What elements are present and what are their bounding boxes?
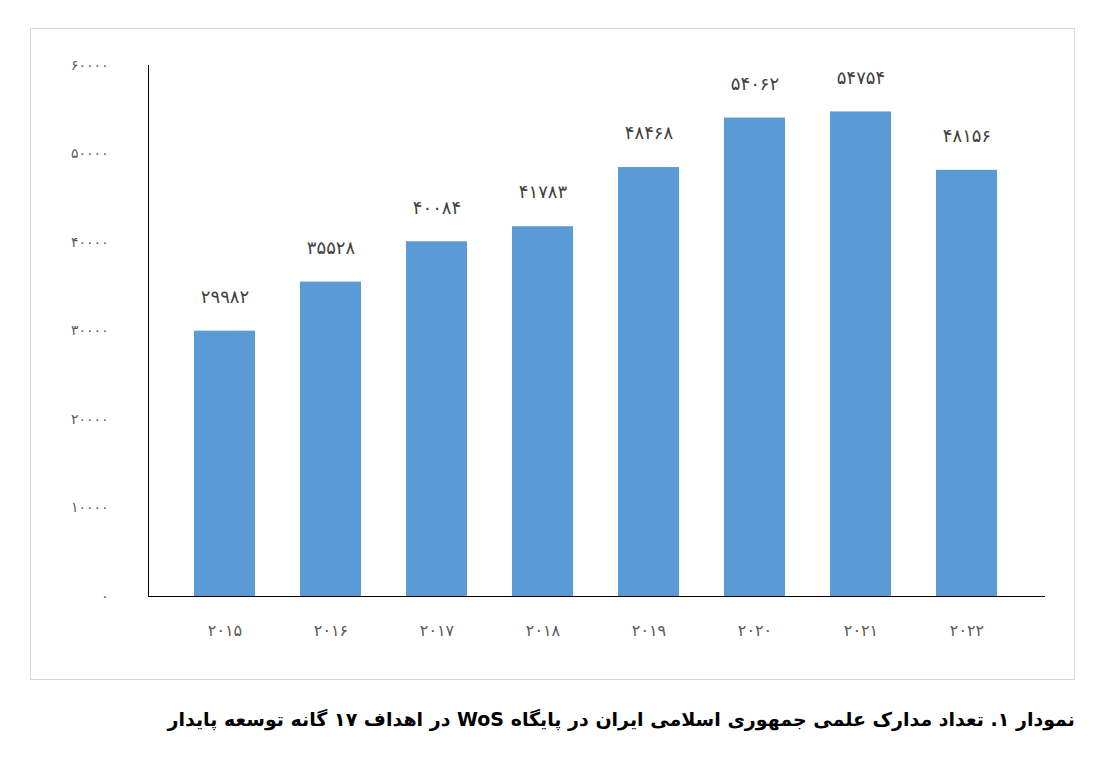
svg-text:۴۸۱۵۶: ۴۸۱۵۶ [943,125,991,146]
svg-text:۲۰۲۱: ۲۰۲۱ [844,621,878,640]
svg-text:۴۱۷۸۳: ۴۱۷۸۳ [519,181,568,202]
svg-text:۴۰۰۰۰: ۴۰۰۰۰ [71,234,109,250]
svg-text:۳۵۵۲۸: ۳۵۵۲۸ [307,237,356,258]
svg-text:۲۰۱۶: ۲۰۱۶ [314,621,348,640]
svg-text:۱۰۰۰۰: ۱۰۰۰۰ [71,499,109,515]
html-text:نمودار ۱. تعداد مدارک علمی جمه: نمودار ۱. تعداد مدارک علمی جمهوری اسلامی… [167,708,1075,730]
svg-text:۲۰۲۰: ۲۰۲۰ [738,621,772,640]
svg-text:۲۰۰۰۰: ۲۰۰۰۰ [71,411,109,427]
svg-text:۵۴۷۵۴: ۵۴۷۵۴ [837,67,885,88]
svg-text:۵۰۰۰۰: ۵۰۰۰۰ [71,145,109,161]
svg-text:۴۰۰۸۴: ۴۰۰۸۴ [413,197,461,218]
svg-text:۲۰۱۷: ۲۰۱۷ [420,621,455,640]
svg-text:۲۹۹۸۲: ۲۹۹۸۲ [201,286,249,307]
svg-text:۲۰۲۲: ۲۰۲۲ [950,621,984,640]
svg-text:۲۰۱۹: ۲۰۱۹ [632,621,666,640]
svg-text:۲۰۱۵: ۲۰۱۵ [208,621,242,640]
svg-text:۰: ۰ [101,588,109,604]
svg-text:۴۸۴۶۸: ۴۸۴۶۸ [625,122,674,143]
svg-text:۲۰۱۸: ۲۰۱۸ [526,621,561,640]
svg-text:۵۴۰۶۲: ۵۴۰۶۲ [731,73,779,94]
svg-text:۶۰۰۰۰: ۶۰۰۰۰ [71,57,109,73]
svg-text:۳۰۰۰۰: ۳۰۰۰۰ [71,322,109,338]
